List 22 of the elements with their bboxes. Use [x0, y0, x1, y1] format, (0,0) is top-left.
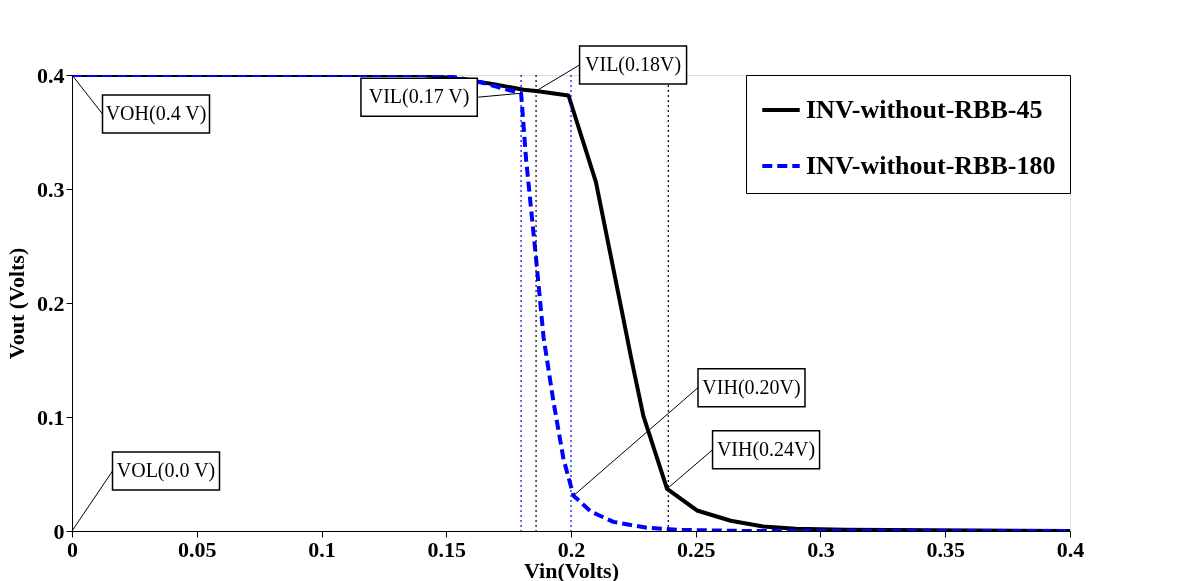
annotation: VOH(0.4 V)	[105, 102, 207, 125]
x-tick-label: 0.25	[677, 536, 716, 562]
x-tick-label: 0.15	[427, 536, 466, 562]
y-axis-title: Vout (Volts)	[4, 247, 29, 360]
x-tick-label: 0.4	[1056, 536, 1085, 562]
x-tick-label: 0.1	[308, 536, 336, 562]
y-tick-label: 0.4	[37, 62, 65, 88]
x-tick-label: 0.3	[807, 536, 835, 562]
x-tick-label: 0.35	[926, 536, 965, 562]
legend-label: INV-without-RBB-180	[806, 151, 1056, 180]
y-tick-label: 0	[53, 518, 65, 544]
y-tick-label: 0.3	[37, 176, 65, 202]
annotation: VIH(0.20V)	[702, 375, 801, 399]
annotation: VIL(0.17 V)	[368, 85, 470, 109]
annotation: VIH(0.24V)	[716, 437, 816, 461]
y-tick-label: 0.1	[37, 404, 65, 430]
annotation: VIL(0.18V)	[585, 52, 682, 76]
x-tick-label: 0.2	[557, 536, 586, 562]
legend-label: INV-without-RBB-45	[806, 95, 1043, 124]
annotation: VOL(0.0 V)	[116, 459, 216, 482]
x-tick-label: 0.05	[178, 536, 217, 562]
y-tick-label: 0.2	[37, 290, 65, 316]
